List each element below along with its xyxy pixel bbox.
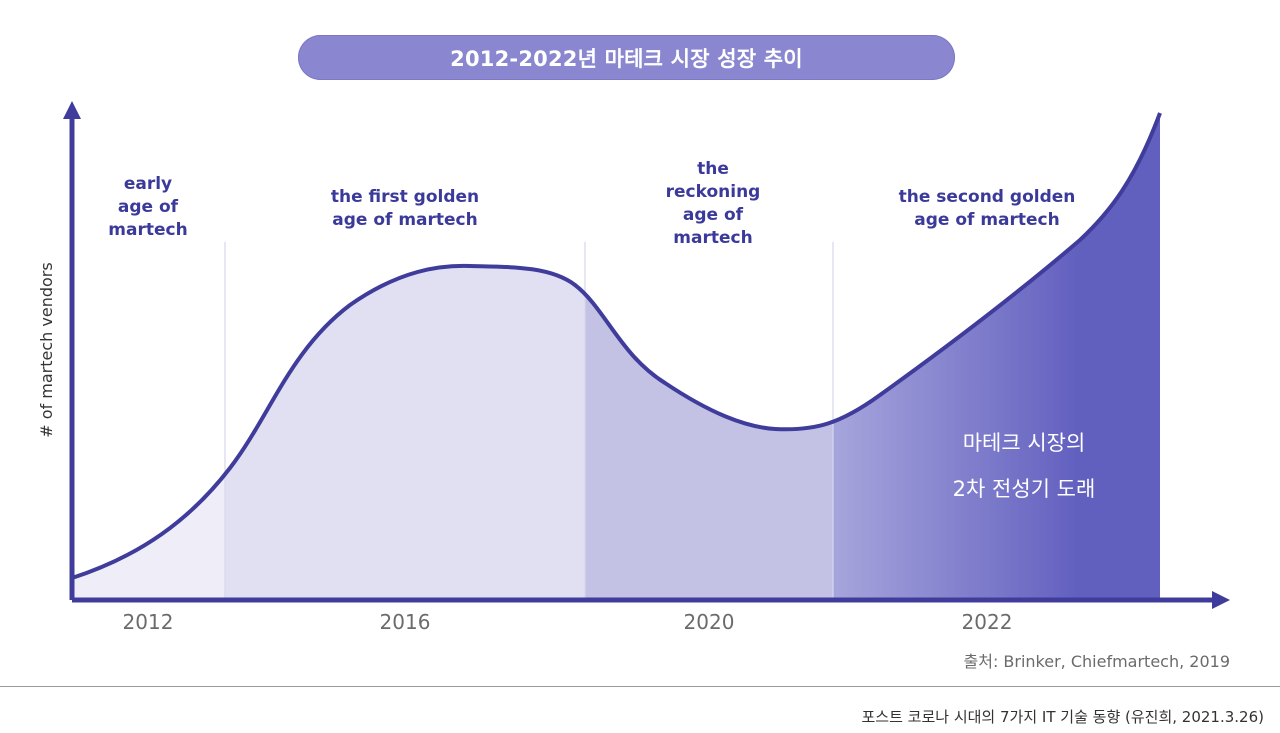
x-tick-label: 2012 — [123, 610, 174, 634]
era-labels: early age of martech the first golden age of… — [108, 159, 1075, 248]
market-curve — [71, 112, 1162, 580]
y-axis-arrow-icon — [63, 101, 81, 119]
area-fill — [72, 113, 1160, 600]
annotation-line: 2차 전성기 도래 — [953, 477, 1096, 501]
era-label-line: the second golden — [899, 187, 1076, 207]
era-label-line: the — [697, 159, 729, 179]
era-band-first-golden — [225, 113, 585, 600]
annotation-line: 마테크 시장의 — [963, 431, 1086, 455]
x-tick-label: 2022 — [962, 610, 1013, 634]
era-label-line: early — [124, 174, 172, 194]
y-axis-label: # of martech vendors — [37, 262, 56, 437]
x-tick-label: 2016 — [380, 610, 431, 634]
era-label-line: age of martech — [914, 210, 1060, 230]
divider — [0, 686, 1280, 687]
era-label-line: martech — [673, 228, 752, 248]
era-label-line: age of — [118, 197, 179, 217]
era-label-line: martech — [108, 220, 187, 240]
x-tick-label: 2020 — [684, 610, 735, 634]
source-note: 출처: Brinker, Chiefmartech, 2019 — [963, 652, 1231, 671]
era-label-line: age of martech — [332, 210, 478, 230]
era-band-second-golden — [833, 113, 1160, 600]
axes — [63, 101, 1230, 609]
era-label-line: age of — [683, 205, 744, 225]
x-tick-labels: 2012 2016 2020 2022 — [123, 610, 1013, 634]
footer-caption: 포스트 코로나 시대의 7가지 IT 기술 동향 (유진희, 2021.3.26… — [861, 708, 1265, 726]
x-axis-arrow-icon — [1212, 591, 1230, 609]
era-label-line: the first golden — [331, 187, 479, 207]
chart-title: 2012-2022년 마테크 시장 성장 추이 — [298, 35, 955, 80]
annotation: 마테크 시장의 2차 전성기 도래 — [953, 431, 1096, 501]
era-label-line: reckoning — [666, 182, 761, 202]
